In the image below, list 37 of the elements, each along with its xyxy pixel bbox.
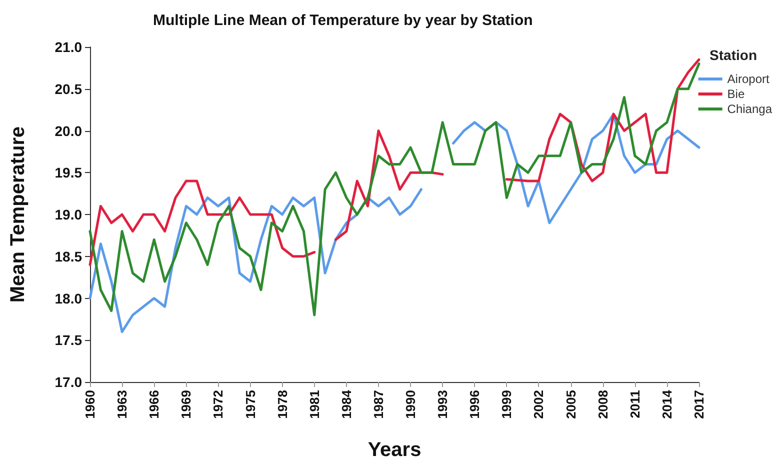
x-axis-title: Years [368,439,422,461]
y-tick-label: 17.0 [54,374,82,390]
x-tick-label: 1984 [338,389,354,419]
x-tick-label: 1996 [467,390,482,419]
x-tick-label: 2005 [563,390,578,419]
y-tick-label: 19.0 [54,206,82,222]
y-tick-label: 20.0 [54,122,82,139]
y-tick-label: 20.5 [54,80,82,97]
y-tick-label: 18.0 [54,290,82,306]
y-tick-label: 18.5 [54,248,82,264]
x-tick-label: 1969 [178,390,194,419]
x-tick-label: 2017 [692,390,706,419]
y-tick-label: 17.5 [54,332,82,348]
chart-title: Multiple Line Mean of Temperature by year by Station [153,12,533,29]
x-tick-label: 2002 [531,390,546,419]
x-tick-label: 1999 [499,390,514,419]
x-tick-label: 2008 [595,390,610,419]
y-tick-label: 21.0 [54,39,82,55]
legend-label: Bie [727,87,745,101]
x-tick-label: 2014 [659,389,674,419]
x-tick-label: 1981 [306,390,322,419]
x-tick-label: 1978 [274,390,290,419]
x-tick-label: 1975 [242,390,258,419]
x-tick-label: 1990 [403,390,418,419]
x-tick-label: 1972 [210,390,226,419]
y-axis-title: Mean Temperature [7,126,29,303]
x-tick-label: 1963 [114,390,130,419]
legend-title: Station [710,47,758,63]
x-tick-label: 2011 [627,390,642,418]
x-tick-label: 1987 [370,390,386,419]
legend-label: Chianga [727,102,772,116]
legend-label: Airoport [727,72,770,86]
line-series [88,62,700,316]
x-tick-label: 1966 [146,390,162,419]
y-tick-label: 19.5 [54,164,82,181]
x-tick-label: 1960 [82,390,98,419]
x-tick-label: 1993 [435,390,450,419]
